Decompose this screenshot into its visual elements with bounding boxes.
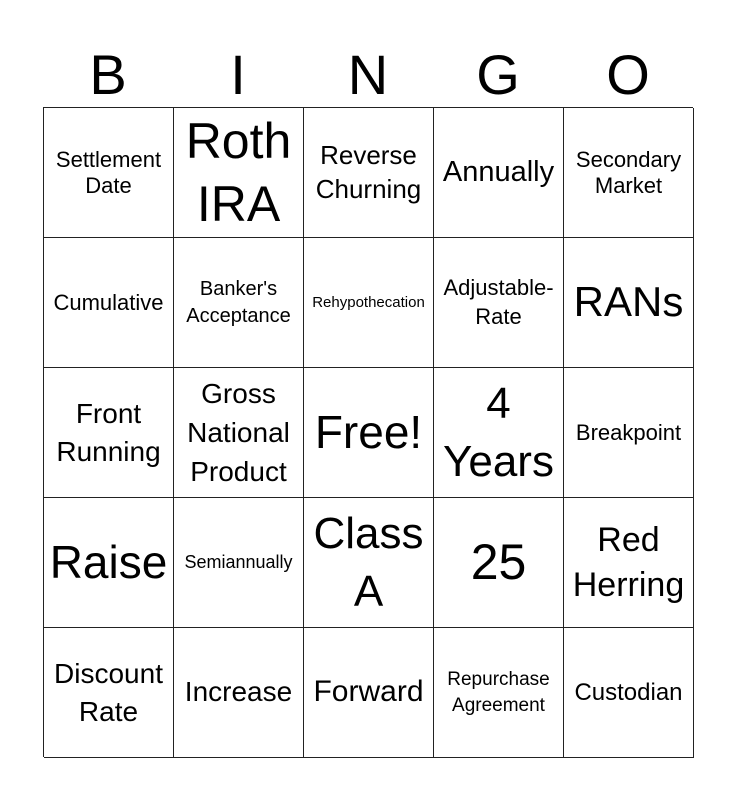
- bingo-header: B I N G O: [43, 40, 693, 110]
- bingo-cell: Rehypothecation: [304, 238, 434, 368]
- bingo-cell: Repurchase Agreement: [434, 628, 564, 758]
- bingo-cell: Custodian: [564, 628, 694, 758]
- bingo-cell: 25: [434, 498, 564, 628]
- bingo-cell: Gross National Product: [174, 368, 304, 498]
- bingo-cell-free: Free!: [304, 368, 434, 498]
- bingo-cell: Discount Rate: [44, 628, 174, 758]
- header-letter-g: G: [476, 43, 520, 106]
- bingo-cell: Reverse Churning: [304, 108, 434, 238]
- bingo-grid: Settlement Date Roth IRA Reverse Churnin…: [43, 107, 694, 758]
- bingo-cell: Breakpoint: [564, 368, 694, 498]
- bingo-cell: Adjustable- Rate: [434, 238, 564, 368]
- bingo-cell: Banker's Acceptance: [174, 238, 304, 368]
- bingo-cell: Semiannually: [174, 498, 304, 628]
- bingo-cell: RANs: [564, 238, 694, 368]
- bingo-cell: 4 Years: [434, 368, 564, 498]
- bingo-cell: Roth IRA: [174, 108, 304, 238]
- header-letter-o: O: [606, 43, 650, 106]
- header-letter-b: B: [89, 43, 127, 106]
- bingo-cell: Annually: [434, 108, 564, 238]
- bingo-cell: Red Herring: [564, 498, 694, 628]
- bingo-cell: Forward: [304, 628, 434, 758]
- bingo-cell: Settlement Date: [44, 108, 174, 238]
- bingo-cell: Class A: [304, 498, 434, 628]
- header-letter-i: I: [230, 43, 246, 106]
- bingo-cell: Cumulative: [44, 238, 174, 368]
- header-letter-n: N: [347, 43, 389, 106]
- bingo-cell: Secondary Market: [564, 108, 694, 238]
- bingo-cell: Front Running: [44, 368, 174, 498]
- bingo-cell: Increase: [174, 628, 304, 758]
- bingo-cell: Raise: [44, 498, 174, 628]
